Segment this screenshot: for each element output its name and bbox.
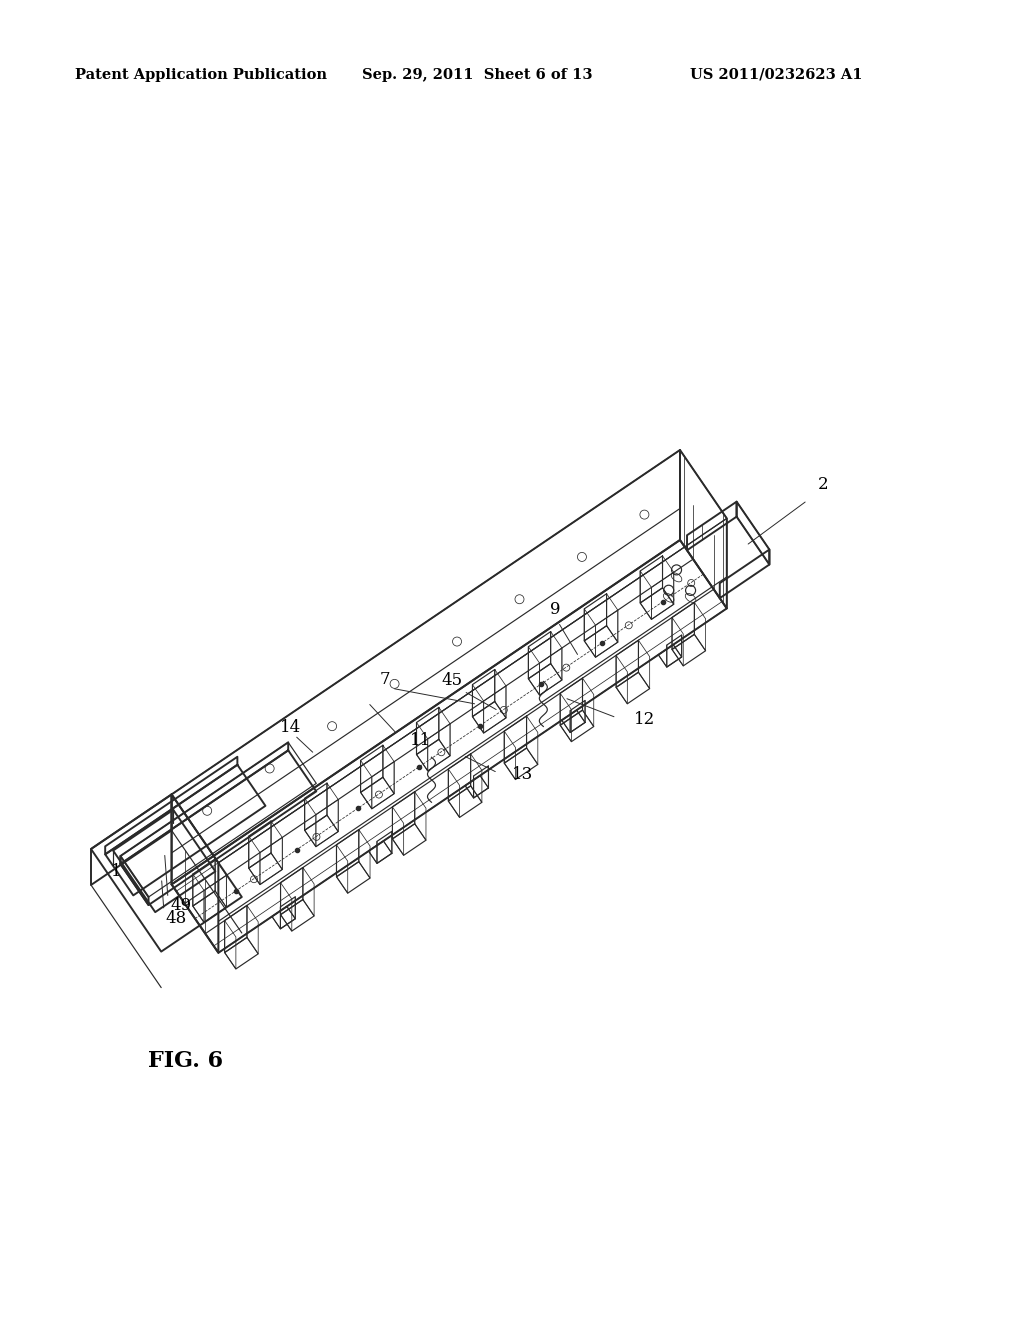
Text: 14: 14 bbox=[280, 719, 301, 737]
Text: 48: 48 bbox=[166, 909, 187, 927]
Text: 45: 45 bbox=[441, 672, 462, 689]
Text: 49: 49 bbox=[171, 898, 191, 915]
Text: 12: 12 bbox=[634, 710, 655, 727]
Text: 9: 9 bbox=[550, 602, 560, 619]
Text: US 2011/0232623 A1: US 2011/0232623 A1 bbox=[690, 69, 862, 82]
Text: 7: 7 bbox=[380, 671, 390, 688]
Text: Sep. 29, 2011  Sheet 6 of 13: Sep. 29, 2011 Sheet 6 of 13 bbox=[362, 69, 593, 82]
Text: 13: 13 bbox=[512, 766, 534, 783]
Text: FIG. 6: FIG. 6 bbox=[148, 1049, 223, 1072]
Text: Patent Application Publication: Patent Application Publication bbox=[75, 69, 327, 82]
Text: 2: 2 bbox=[818, 477, 828, 494]
Text: 11: 11 bbox=[410, 731, 431, 748]
Text: 1: 1 bbox=[112, 863, 122, 880]
